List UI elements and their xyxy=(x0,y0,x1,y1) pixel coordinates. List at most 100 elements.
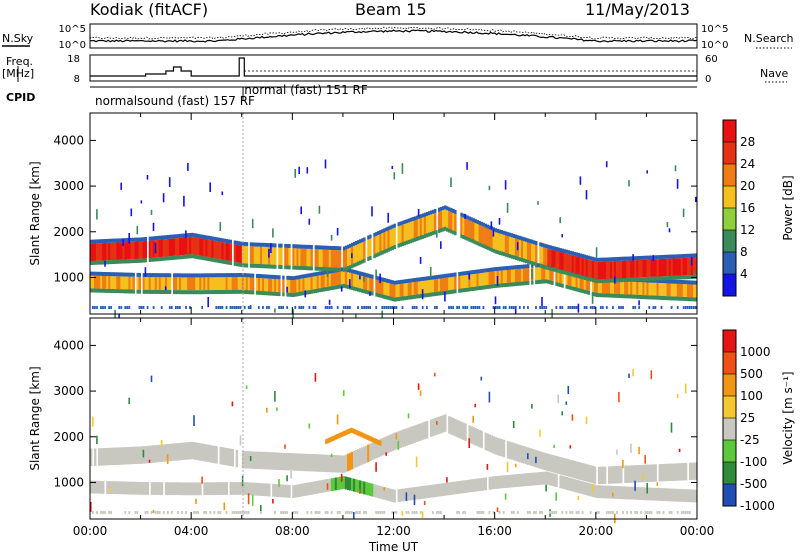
power-scatter-edge xyxy=(642,295,645,300)
power-scatter-edge xyxy=(338,267,342,272)
power-scatter-band xyxy=(371,278,374,292)
power-scatter-band xyxy=(478,273,481,287)
velocity-ground-clutter xyxy=(492,511,495,514)
power-scatter-band xyxy=(688,284,692,298)
power-scatter-band xyxy=(328,249,332,268)
power-scatter-edge xyxy=(518,235,522,240)
velocity-scatter-band xyxy=(322,454,326,472)
velocity-scatter-band xyxy=(658,488,661,501)
velocity-scatter-band xyxy=(257,483,261,496)
velocity-scatter-band xyxy=(253,482,257,496)
power-scatter-band xyxy=(355,245,358,263)
power-scatter-edge xyxy=(104,288,107,293)
power-scatter-band xyxy=(654,259,657,277)
velocity-scatter-band xyxy=(628,465,631,483)
power-scatter-band xyxy=(668,283,672,297)
power-scatter-edge xyxy=(567,271,570,276)
velocity-ground-clutter xyxy=(134,511,137,514)
power-scatter-edge xyxy=(286,292,289,297)
power-scatter-edge xyxy=(146,289,150,294)
power-scatter-edge xyxy=(413,237,417,242)
power-scatter-band xyxy=(472,274,475,287)
power-scatter-edge xyxy=(237,273,241,277)
power-scatter-band xyxy=(632,281,635,295)
power-ground-clutter xyxy=(177,306,179,309)
power-scatter-edge xyxy=(207,235,210,240)
velocity-scatter-band xyxy=(116,481,119,495)
power-ground-clutter xyxy=(363,306,365,309)
velocity-arc xyxy=(330,436,333,442)
power-scatter-band xyxy=(555,269,558,282)
power-scatter-band xyxy=(531,243,534,262)
velocity-scatter-band xyxy=(209,482,212,496)
velocity-speck xyxy=(160,439,163,447)
velocity-ground-clutter xyxy=(686,511,689,514)
velocity-ground-clutter xyxy=(431,511,434,514)
power-speck xyxy=(300,206,302,215)
power-scatter-edge xyxy=(227,260,230,265)
velocity-scatter-band xyxy=(338,455,342,473)
power-scatter-band xyxy=(521,268,524,282)
power-scatter-edge xyxy=(535,280,538,285)
power-scatter-edge xyxy=(144,237,147,241)
velocity-scatter-band xyxy=(385,436,388,454)
power-ground-clutter xyxy=(543,306,545,309)
power-scatter-band xyxy=(221,242,224,260)
power-scatter-edge xyxy=(90,261,93,265)
power-speck xyxy=(676,179,679,189)
power-scatter-edge xyxy=(300,291,303,296)
velocity-speck xyxy=(472,415,474,423)
velocity-scatter-band xyxy=(419,486,423,499)
velocity-speck xyxy=(96,435,98,445)
velocity-ground-clutter xyxy=(680,511,683,514)
velocity-scatter-band xyxy=(211,482,214,496)
velocity-scatter-band xyxy=(94,448,97,466)
power-scatter-edge xyxy=(209,273,212,278)
velocity-scatter-band xyxy=(302,453,305,472)
power-scatter-band xyxy=(610,261,613,279)
power-scatter-edge xyxy=(618,294,621,298)
power-scatter-edge xyxy=(310,245,313,249)
velocity-scatter-band xyxy=(334,455,338,473)
power-ground-clutter xyxy=(104,306,106,309)
power-scatter-edge xyxy=(502,252,506,257)
power-scatter-edge xyxy=(168,290,172,294)
power-scatter-edge xyxy=(684,253,688,258)
power-scatter-edge xyxy=(308,273,311,278)
power-scatter-band xyxy=(373,236,376,255)
power-scatter-edge xyxy=(363,272,366,277)
power-scatter-band xyxy=(294,279,297,293)
power-scatter-band xyxy=(266,278,269,292)
power-scatter-edge xyxy=(387,279,390,284)
power-scatter-band xyxy=(591,260,595,279)
velocity-scatter-band xyxy=(312,454,315,472)
freq-right-tick-top: 60 xyxy=(705,54,718,65)
velocity-speck xyxy=(231,401,234,407)
velocity-scatter-band xyxy=(276,452,279,470)
power-scatter-edge xyxy=(674,254,678,259)
power-scatter-band xyxy=(480,273,483,286)
velocity-ground-clutter xyxy=(476,511,479,514)
velocity-scatter-band xyxy=(693,462,696,480)
velocity-ground-clutter xyxy=(351,511,353,514)
power-scatter-edge xyxy=(134,259,137,263)
power-scatter-edge xyxy=(502,283,506,288)
power-scatter-edge xyxy=(492,227,495,232)
velocity-scatter-band xyxy=(529,473,532,486)
velocity-scatter-band xyxy=(638,465,641,483)
power-ground-clutter xyxy=(336,306,339,309)
velocity-scatter-band xyxy=(444,482,447,496)
power-scatter-band xyxy=(367,239,370,257)
velocity-scatter-band xyxy=(559,457,562,475)
power-scatter-edge xyxy=(227,289,230,294)
velocity-ground-clutter xyxy=(225,511,228,514)
power-scatter-edge xyxy=(344,245,348,250)
power-scatter-band xyxy=(185,237,188,255)
power-scatter-edge xyxy=(207,257,210,262)
power-ground-clutter xyxy=(601,306,604,309)
velocity-arc xyxy=(351,428,354,434)
velocity-scatter-band xyxy=(508,474,512,488)
velocity-scatter-band xyxy=(284,484,287,498)
velocity-scatter-band xyxy=(423,485,427,499)
power-scatter-edge xyxy=(181,290,184,295)
